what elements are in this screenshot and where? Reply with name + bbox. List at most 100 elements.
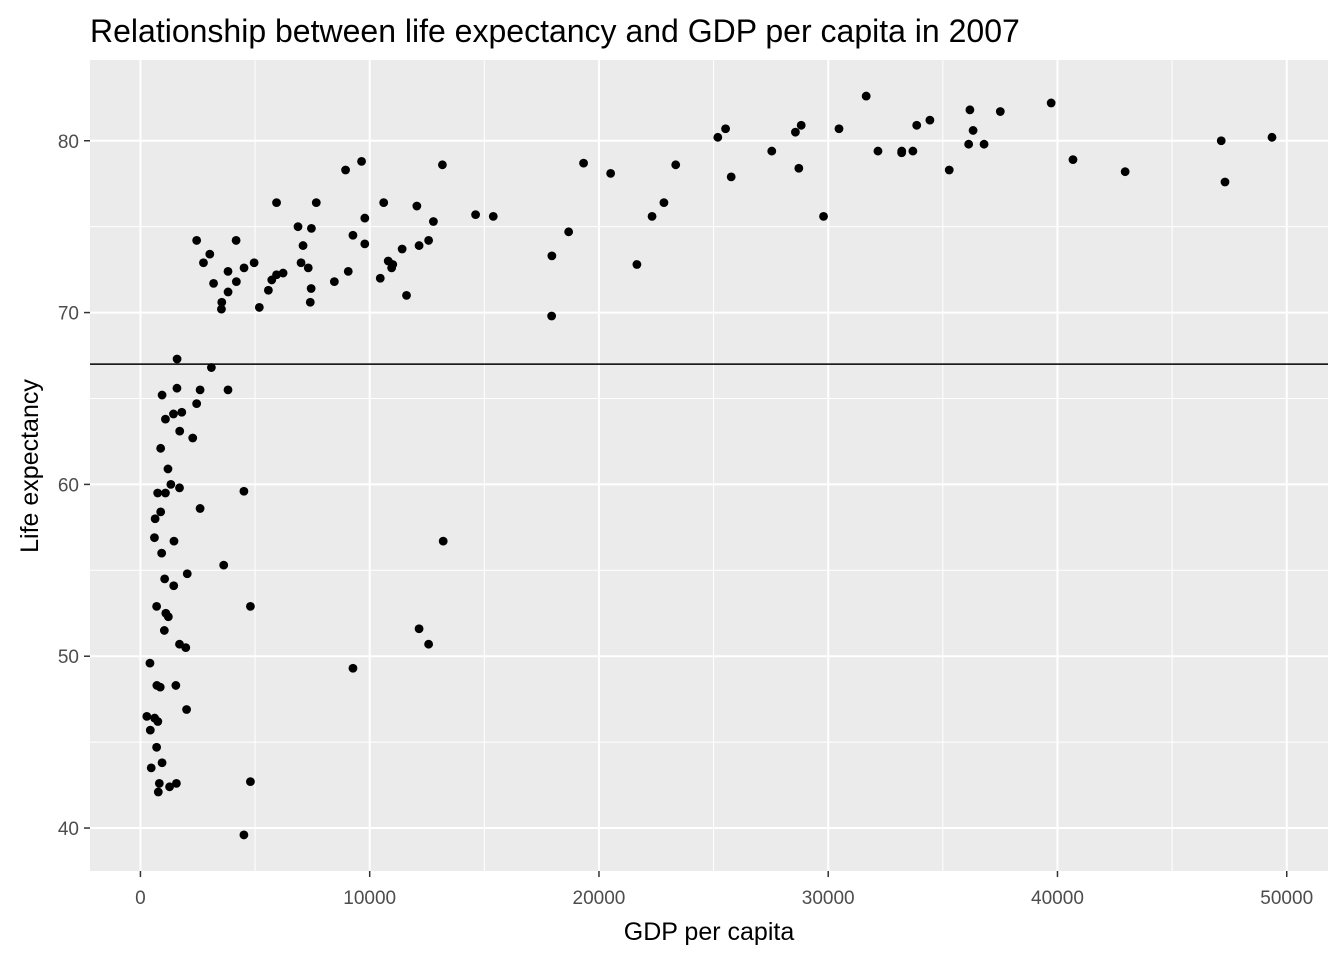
data-point	[414, 241, 424, 250]
data-point	[1120, 167, 1130, 177]
data-point	[246, 601, 255, 611]
data-point	[632, 260, 642, 269]
data-point	[397, 244, 407, 254]
data-point	[172, 354, 182, 364]
x-tick-label: 0	[135, 888, 146, 909]
data-point	[721, 124, 730, 134]
x-axis-ticks: 0 10000 20000 30000 40000 50000	[135, 871, 1313, 909]
data-point	[192, 236, 202, 245]
data-point	[163, 612, 173, 622]
data-point	[819, 211, 828, 221]
data-point	[157, 390, 167, 400]
data-point	[231, 277, 241, 287]
data-point	[154, 778, 164, 788]
x-tick-label: 30000	[802, 888, 855, 909]
data-point	[303, 263, 313, 273]
data-point	[239, 486, 249, 496]
data-point	[471, 210, 480, 220]
data-point	[161, 488, 170, 498]
data-point	[195, 504, 205, 513]
data-point	[182, 569, 192, 579]
data-point	[296, 258, 306, 268]
data-point	[424, 639, 434, 649]
data-point	[311, 198, 321, 208]
data-point	[205, 249, 215, 259]
data-point	[249, 258, 259, 268]
data-point	[343, 266, 353, 276]
data-point	[1216, 136, 1226, 146]
data-point	[925, 115, 935, 125]
data-point	[647, 211, 657, 221]
data-point	[341, 165, 350, 175]
plot-panel	[90, 60, 1328, 871]
data-point	[171, 681, 181, 690]
data-point	[145, 725, 155, 735]
data-point	[157, 548, 167, 558]
data-point	[223, 266, 233, 276]
data-point	[231, 236, 241, 245]
data-point	[726, 172, 736, 182]
data-point	[192, 399, 202, 409]
y-tick-label: 60	[58, 475, 79, 496]
data-point	[305, 297, 315, 307]
data-point	[163, 464, 173, 474]
data-point	[861, 91, 871, 101]
data-point	[217, 304, 226, 314]
data-point	[169, 581, 179, 591]
data-point	[348, 230, 358, 240]
data-point	[156, 443, 166, 453]
data-point	[796, 120, 806, 130]
data-point	[606, 169, 616, 178]
data-point	[263, 285, 273, 295]
data-point	[429, 217, 438, 226]
data-point	[159, 626, 169, 635]
data-point	[357, 156, 366, 166]
data-point	[182, 705, 191, 714]
y-tick-label: 80	[58, 132, 79, 153]
data-point	[944, 165, 954, 175]
data-point	[267, 275, 277, 285]
data-point	[547, 251, 557, 261]
data-point	[713, 132, 723, 142]
data-point	[834, 124, 844, 134]
data-point	[169, 536, 179, 546]
data-point	[199, 258, 208, 268]
data-point	[424, 236, 434, 245]
data-point	[175, 483, 184, 493]
data-point	[360, 239, 370, 249]
data-point	[348, 663, 358, 673]
data-point	[153, 488, 163, 498]
data-point	[161, 414, 170, 424]
data-point	[995, 107, 1005, 116]
data-point	[166, 480, 176, 489]
data-point	[1068, 155, 1078, 165]
data-point	[968, 126, 978, 135]
data-point	[172, 383, 182, 393]
data-point	[169, 409, 178, 419]
data-point	[794, 163, 804, 173]
y-tick-label: 70	[58, 304, 79, 325]
y-tick-label: 40	[58, 819, 79, 840]
data-point	[156, 507, 166, 517]
data-point	[188, 433, 198, 443]
data-point	[414, 624, 424, 634]
data-point	[152, 742, 162, 752]
data-point	[329, 277, 339, 287]
data-point	[579, 158, 588, 168]
data-point	[659, 198, 669, 208]
data-point	[152, 601, 162, 611]
data-point	[912, 120, 922, 130]
data-point	[375, 273, 385, 283]
x-tick-label: 20000	[573, 888, 626, 909]
data-point	[219, 560, 229, 570]
data-point	[873, 146, 883, 156]
data-point	[142, 711, 152, 721]
y-axis-title: Life expectancy	[16, 379, 44, 553]
data-point	[360, 213, 370, 223]
data-point	[254, 303, 264, 312]
data-point	[157, 758, 167, 768]
data-point	[379, 198, 389, 208]
data-point	[177, 407, 187, 417]
data-point	[438, 536, 448, 546]
